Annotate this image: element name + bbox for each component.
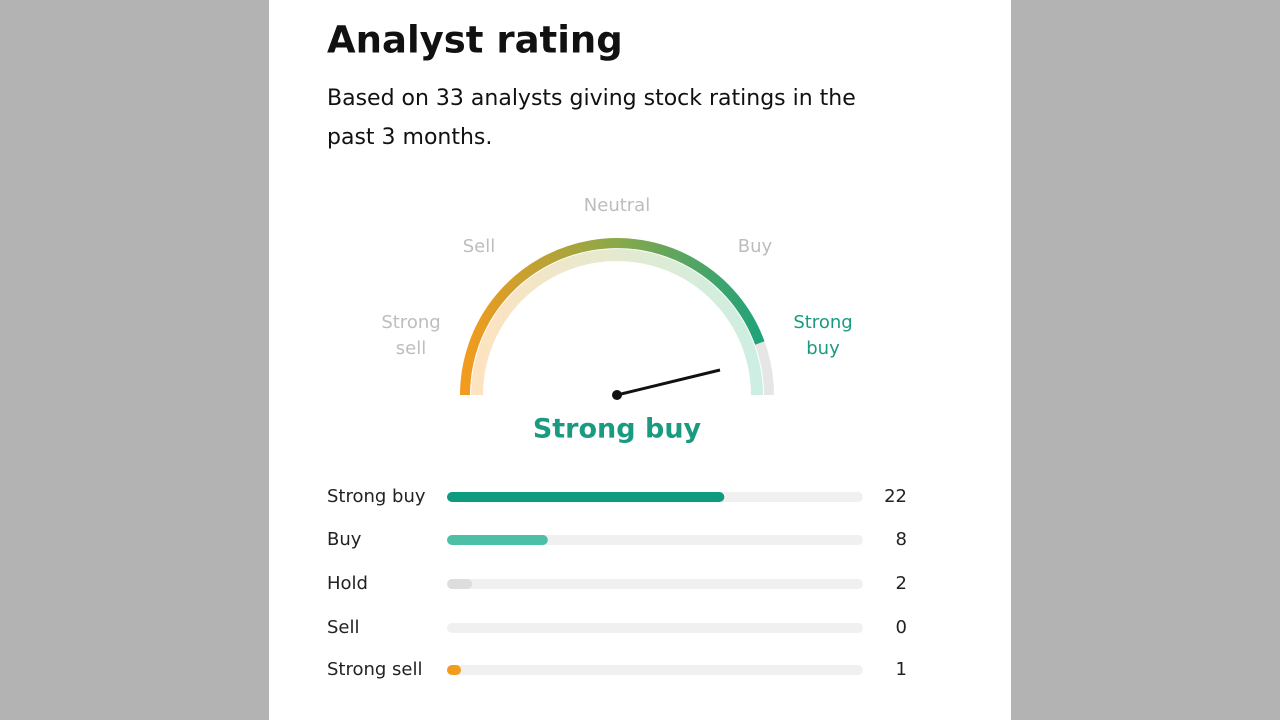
subtitle: past 3 months. [327, 125, 492, 150]
gauge-label: Strong [793, 312, 852, 333]
rating-label: Strong sell [327, 659, 423, 680]
gauge-result: Strong buy [533, 414, 702, 445]
needle-hub [612, 390, 622, 400]
rating-count: 2 [896, 573, 907, 594]
gauge-inner [471, 249, 763, 396]
panel [269, 0, 1011, 720]
rating-label: Strong buy [327, 486, 426, 507]
rating-bars: Strong buy 22 Buy 8 Hold 2 Sell 0 Strong sell 1 [327, 486, 907, 680]
gauge-arc [460, 238, 765, 396]
rating-label: Hold [327, 573, 368, 594]
title: Analyst rating [327, 19, 623, 62]
gauge-label: Strong [381, 312, 440, 333]
rating-count: 8 [896, 529, 907, 550]
bar [447, 535, 548, 545]
bar-track [447, 665, 863, 675]
gauge-rest [755, 341, 774, 396]
bar [447, 492, 725, 502]
rating-count: 0 [896, 617, 907, 638]
gauge-label: Neutral [584, 195, 650, 216]
bar [447, 579, 473, 589]
subtitle: Based on 33 analysts giving stock rating… [327, 86, 856, 111]
bar-track [447, 623, 863, 633]
rating-count: 1 [896, 659, 907, 680]
needle [616, 368, 721, 397]
rating-label: Sell [327, 617, 360, 638]
bar-track [447, 579, 863, 589]
gauge-label: sell [396, 338, 426, 359]
rating-count: 22 [884, 486, 907, 507]
bar [447, 665, 461, 675]
gauge-label: Buy [738, 236, 773, 257]
rating-label: Buy [327, 529, 362, 550]
gauge-label: buy [806, 338, 840, 359]
bar-track [447, 535, 863, 545]
gauge: Strong sell Sell Neutral Buy Strong buy … [381, 195, 852, 445]
gauge-label: Sell [463, 236, 496, 257]
